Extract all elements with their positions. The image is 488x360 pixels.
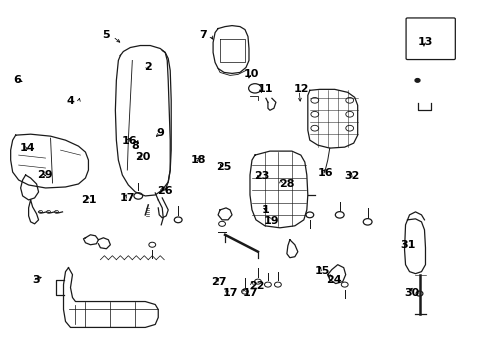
- Text: 14: 14: [19, 143, 35, 153]
- Text: 16: 16: [122, 136, 137, 145]
- Text: 22: 22: [249, 281, 264, 291]
- Text: 28: 28: [278, 179, 293, 189]
- Text: 21: 21: [81, 195, 97, 205]
- Text: 8: 8: [131, 141, 139, 151]
- Text: 17: 17: [222, 288, 238, 298]
- Text: 11: 11: [257, 84, 273, 94]
- Text: 9: 9: [157, 129, 164, 138]
- Text: 23: 23: [254, 171, 269, 181]
- Text: 13: 13: [417, 37, 432, 47]
- Text: 17: 17: [120, 193, 135, 203]
- Text: 5: 5: [102, 30, 109, 40]
- Text: 4: 4: [66, 96, 74, 106]
- Text: 26: 26: [157, 186, 172, 196]
- Text: 6: 6: [13, 75, 20, 85]
- Text: 30: 30: [404, 288, 419, 298]
- Circle shape: [414, 78, 419, 82]
- Text: 2: 2: [144, 62, 152, 72]
- Text: 25: 25: [216, 162, 231, 172]
- Text: 19: 19: [264, 216, 279, 226]
- Text: 1: 1: [261, 206, 269, 216]
- Text: 18: 18: [190, 155, 206, 165]
- Text: 29: 29: [37, 170, 53, 180]
- Text: 15: 15: [314, 266, 329, 276]
- Text: 3: 3: [32, 275, 40, 285]
- Text: 31: 31: [400, 239, 415, 249]
- Text: 7: 7: [199, 30, 206, 40]
- Text: 27: 27: [211, 277, 226, 287]
- Text: 16: 16: [317, 168, 333, 178]
- Text: 32: 32: [344, 171, 359, 181]
- Text: 12: 12: [293, 84, 308, 94]
- Text: 10: 10: [243, 69, 258, 79]
- Text: 17: 17: [242, 288, 258, 298]
- Text: 20: 20: [135, 152, 150, 162]
- Text: 24: 24: [326, 275, 341, 285]
